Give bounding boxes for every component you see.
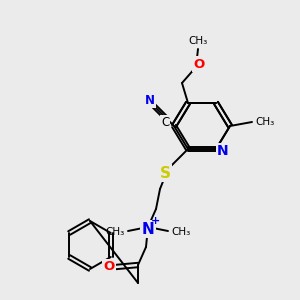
- Text: O: O: [103, 260, 115, 274]
- Text: CH₃: CH₃: [106, 227, 125, 237]
- Text: +: +: [152, 216, 160, 226]
- Text: N: N: [145, 94, 155, 106]
- Text: N: N: [217, 144, 229, 158]
- Text: C: C: [161, 116, 169, 130]
- Text: CH₃: CH₃: [188, 36, 208, 46]
- Text: N: N: [142, 221, 154, 236]
- Text: CH₃: CH₃: [255, 117, 274, 127]
- Text: CH₃: CH₃: [171, 227, 190, 237]
- Text: S: S: [160, 166, 170, 181]
- Text: O: O: [194, 58, 205, 70]
